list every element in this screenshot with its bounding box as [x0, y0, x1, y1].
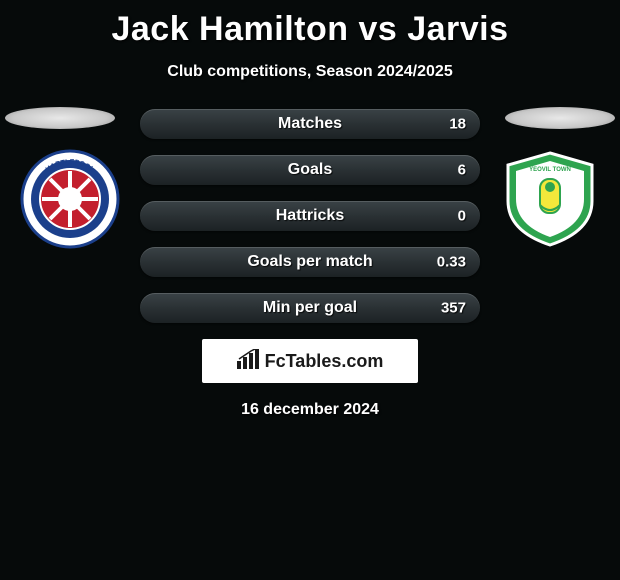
stat-row-goals: Goals 6: [140, 155, 480, 185]
stats-list: Matches 18 Goals 6 Hattricks 0 Goals per…: [140, 109, 480, 323]
stat-row-min-per-goal: Min per goal 357: [140, 293, 480, 323]
player-left-oval: [5, 107, 115, 129]
subtitle: Club competitions, Season 2024/2025: [0, 63, 620, 81]
stat-row-hattricks: Hattricks 0: [140, 201, 480, 231]
stat-row-goals-per-match: Goals per match 0.33: [140, 247, 480, 277]
stat-right-value: 0: [458, 208, 466, 225]
stat-label: Matches: [278, 115, 342, 133]
yeovil-crest-icon: YEOVIL TOWN: [500, 149, 600, 249]
date-label: 16 december 2024: [0, 401, 620, 419]
stat-right-value: 357: [441, 300, 466, 317]
stat-label: Goals: [288, 161, 332, 179]
svg-text:YEOVIL TOWN: YEOVIL TOWN: [529, 167, 571, 173]
page-title: Jack Hamilton vs Jarvis: [0, 0, 620, 49]
stat-right-value: 18: [449, 116, 466, 133]
brand-text: FcTables.com: [265, 351, 384, 372]
hartlepool-crest-icon: HARTLEPOOL: [20, 149, 120, 249]
comparison-content: HARTLEPOOL YEOVIL TOWN Matches 18 Goals: [0, 109, 620, 419]
club-crest-left: HARTLEPOOL: [20, 149, 120, 249]
stat-label: Min per goal: [263, 299, 357, 317]
stat-label: Goals per match: [247, 253, 372, 271]
club-crest-right: YEOVIL TOWN: [500, 149, 600, 249]
stat-right-value: 6: [458, 162, 466, 179]
stat-right-value: 0.33: [437, 254, 466, 271]
player-right-oval: [505, 107, 615, 129]
chart-bars-icon: [237, 349, 261, 374]
stat-row-matches: Matches 18: [140, 109, 480, 139]
stat-label: Hattricks: [276, 207, 344, 225]
brand-box: FcTables.com: [202, 339, 418, 383]
